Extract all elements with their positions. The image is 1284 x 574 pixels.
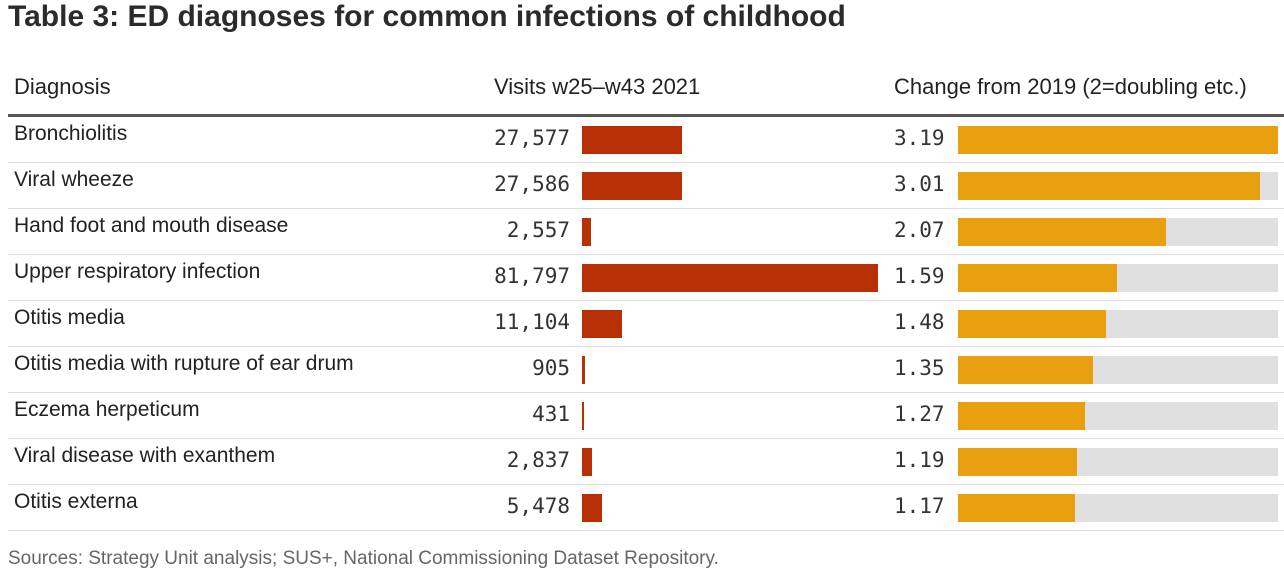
row-divider <box>8 392 1284 393</box>
change-bar-track <box>958 310 1278 338</box>
table-row: Viral wheeze 27,586 3.01 <box>0 163 1284 209</box>
change-value: 1.59 <box>894 264 945 288</box>
row-divider <box>8 208 1284 209</box>
visits-value: 2,837 <box>506 448 570 472</box>
diagnosis-label: Otitis externa <box>14 490 138 513</box>
column-header-diagnosis: Diagnosis <box>14 74 111 99</box>
visits-value: 81,797 <box>494 264 570 288</box>
change-value: 3.19 <box>894 126 945 150</box>
change-value: 1.35 <box>894 356 945 380</box>
visits-bar <box>582 448 593 476</box>
change-bar <box>958 264 1118 292</box>
diagnosis-label: Otitis media <box>14 306 125 329</box>
visits-value: 431 <box>532 402 570 426</box>
visits-bar <box>582 126 682 154</box>
change-bar-track <box>958 172 1278 200</box>
visits-value: 5,478 <box>506 494 570 518</box>
change-bar-track <box>958 448 1278 476</box>
row-divider <box>8 162 1284 163</box>
change-bar-track <box>958 402 1278 430</box>
visits-bar <box>582 172 682 200</box>
header-rule <box>8 114 1284 117</box>
change-value: 1.27 <box>894 402 945 426</box>
table-row: Bronchiolitis 27,577 3.19 <box>0 117 1284 163</box>
visits-bar <box>582 402 584 430</box>
table-row: Upper respiratory infection 81,797 1.59 <box>0 255 1284 301</box>
table-row: Otitis media 11,104 1.48 <box>0 301 1284 347</box>
source-note: Sources: Strategy Unit analysis; SUS+, N… <box>8 548 719 569</box>
diagnosis-label: Bronchiolitis <box>14 122 128 145</box>
change-value: 3.01 <box>894 172 945 196</box>
table-row: Viral disease with exanthem 2,837 1.19 <box>0 439 1284 485</box>
visits-value: 2,557 <box>506 218 570 242</box>
row-divider <box>8 254 1284 255</box>
table-row: Hand foot and mouth disease 2,557 2.07 <box>0 209 1284 255</box>
table-row: Eczema herpeticum 431 1.27 <box>0 393 1284 439</box>
change-bar <box>958 126 1278 154</box>
visits-bar <box>582 356 586 384</box>
diagnosis-label: Eczema herpeticum <box>14 398 200 421</box>
visits-bar <box>582 494 602 522</box>
column-header-change: Change from 2019 (2=doubling etc.) <box>894 74 1247 99</box>
diagnosis-label: Hand foot and mouth disease <box>14 214 289 237</box>
change-value: 1.17 <box>894 494 945 518</box>
table-row: Otitis media with rupture of ear drum 905… <box>0 347 1284 393</box>
visits-bar <box>582 310 623 338</box>
change-bar-track <box>958 218 1278 246</box>
visits-value: 905 <box>532 356 570 380</box>
change-bar-track <box>958 126 1278 154</box>
column-header-visits: Visits w25–w43 2021 <box>494 74 701 99</box>
visits-value: 11,104 <box>494 310 570 334</box>
change-bar-track <box>958 264 1278 292</box>
change-bar-track <box>958 494 1278 522</box>
row-divider <box>8 346 1284 347</box>
change-value: 2.07 <box>894 218 945 242</box>
diagnosis-label: Viral disease with exanthem <box>14 444 276 467</box>
change-bar-track <box>958 356 1278 384</box>
visits-value: 27,577 <box>494 126 570 150</box>
diagnosis-label: Otitis media with rupture of ear drum <box>14 352 354 375</box>
change-bar <box>958 494 1076 522</box>
change-bar <box>958 402 1086 430</box>
visits-value: 27,586 <box>494 172 570 196</box>
table-row: Otitis externa 5,478 1.17 <box>0 485 1284 531</box>
row-divider <box>8 484 1284 485</box>
change-bar <box>958 448 1078 476</box>
diagnosis-label: Upper respiratory infection <box>14 260 261 283</box>
row-divider <box>8 300 1284 301</box>
change-bar <box>958 172 1260 200</box>
change-bar <box>958 356 1094 384</box>
row-divider <box>8 438 1284 439</box>
visits-bar <box>582 264 878 292</box>
diagnosis-label: Viral wheeze <box>14 168 134 191</box>
visits-bar <box>582 218 592 246</box>
chart-title: Table 3: ED diagnoses for common infecti… <box>8 0 846 33</box>
row-divider <box>8 530 1284 531</box>
change-value: 1.19 <box>894 448 945 472</box>
change-value: 1.48 <box>894 310 945 334</box>
change-bar <box>958 218 1166 246</box>
change-bar <box>958 310 1107 338</box>
